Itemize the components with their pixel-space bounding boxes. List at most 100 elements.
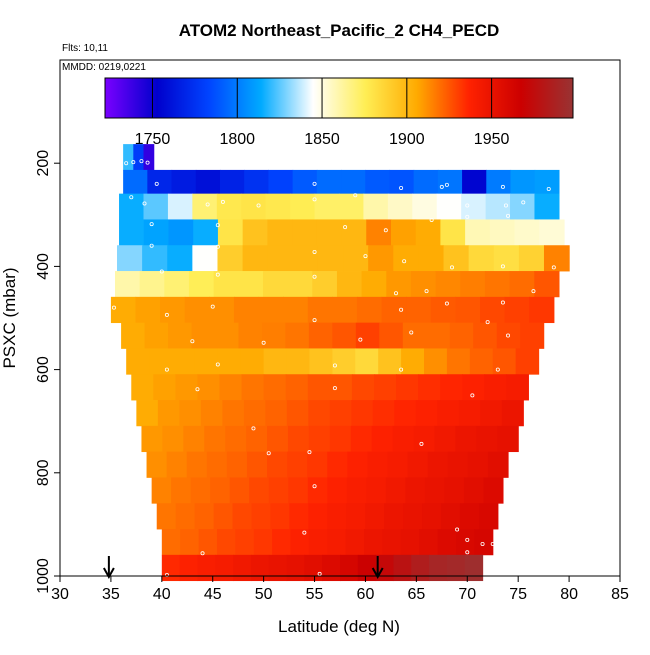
heatmap-cell	[483, 477, 504, 504]
heatmap-cell	[308, 529, 328, 556]
heatmap-cell	[258, 296, 284, 324]
heatmap-cell	[179, 400, 202, 427]
heatmap-cell	[194, 503, 215, 530]
heatmap-cell	[403, 503, 423, 530]
heatmap-cell	[168, 219, 194, 246]
flights-label: Flts: 10,11	[62, 43, 108, 54]
heatmap-cell	[156, 503, 177, 530]
sample-point	[363, 254, 368, 259]
heatmap-cell	[361, 271, 387, 298]
heatmap-cell	[435, 271, 461, 298]
sample-point	[200, 551, 205, 556]
heatmap-cell	[444, 477, 465, 504]
heatmap-cell	[464, 554, 484, 582]
heatmap-cell	[539, 219, 565, 246]
sample-point	[111, 305, 116, 310]
heatmap-cell	[336, 271, 363, 298]
x-tick-label: 45	[204, 586, 222, 603]
heatmap-cell	[242, 219, 268, 246]
heatmap-cell	[351, 374, 375, 401]
heatmap-cell	[149, 348, 173, 375]
heatmap-cell	[188, 271, 215, 298]
heatmap-cell	[434, 425, 456, 453]
sample-point	[465, 550, 470, 555]
heatmap-cell	[332, 348, 356, 375]
heatmap-cell	[455, 425, 477, 453]
colorbar-tick-label: 1950	[474, 131, 510, 148]
heatmap-cell	[373, 374, 397, 401]
heatmap-cell	[322, 554, 341, 582]
heatmap-cell	[346, 477, 367, 504]
heatmap-cell	[443, 245, 470, 272]
heatmap-cell	[191, 322, 216, 349]
sample-point	[190, 339, 195, 344]
sample-point	[307, 450, 312, 455]
heatmap-cell	[143, 219, 170, 246]
heatmap-cell	[308, 503, 328, 530]
heatmap-cell	[235, 529, 255, 556]
heatmap-cell	[529, 296, 555, 324]
heatmap-cell	[384, 503, 404, 530]
heatmap-cell	[390, 219, 417, 246]
heatmap-cell	[126, 348, 150, 375]
heatmap-cell	[133, 144, 145, 171]
sample-point	[220, 199, 225, 204]
heatmap-cell	[307, 477, 328, 504]
heatmap-cell	[489, 219, 516, 246]
heatmap-cell	[363, 193, 389, 220]
heatmap-cell	[263, 374, 287, 401]
sample-point	[546, 186, 551, 191]
sample-points	[111, 159, 556, 577]
heatmap-cell	[327, 503, 347, 530]
heatmap-cell	[510, 169, 536, 197]
dates-label: MMDD: 0219,0221	[62, 62, 146, 73]
sample-point	[164, 367, 169, 372]
heatmap-cell	[382, 529, 402, 556]
heatmap-cell	[184, 296, 210, 324]
heatmap-cell	[436, 193, 462, 220]
sample-point	[383, 228, 388, 233]
heatmap-cell	[232, 503, 253, 530]
sample-point	[145, 160, 150, 165]
heatmap-cell	[217, 348, 242, 375]
sample-point	[312, 318, 317, 323]
heatmap-cell	[290, 529, 310, 556]
heatmap-cell	[329, 374, 353, 401]
heatmap-cell	[497, 425, 519, 453]
heatmap-cell	[215, 554, 234, 582]
heatmap-cell	[430, 296, 456, 324]
heatmap-cell	[222, 400, 245, 427]
heatmap-cell	[233, 296, 260, 324]
heatmap-cell	[460, 271, 486, 298]
heatmap-cell	[243, 400, 266, 427]
heatmap-cell	[317, 245, 344, 272]
sample-point	[139, 159, 144, 164]
heatmap-cell	[287, 271, 313, 298]
sample-point	[455, 527, 460, 532]
heatmap-cell	[327, 451, 348, 478]
heatmap-cell	[206, 451, 228, 478]
sample-point	[419, 441, 424, 446]
heatmap-cell	[219, 374, 243, 401]
heatmap-cell	[462, 169, 487, 197]
heatmap-cell	[413, 425, 436, 453]
heatmap-cell	[160, 296, 186, 324]
heatmap-cell	[263, 348, 288, 375]
heatmap-cell	[194, 348, 219, 375]
heatmap-cell	[312, 271, 338, 298]
heatmap-cell	[179, 554, 199, 582]
heatmap-cell	[366, 477, 387, 504]
heatmap-cell	[241, 374, 265, 401]
sample-point	[399, 185, 404, 190]
heatmap-cell	[543, 245, 570, 272]
heatmap-cell	[285, 374, 309, 401]
sample-point	[312, 197, 317, 202]
heatmap-cell	[385, 477, 406, 504]
heatmap-cell	[364, 529, 384, 556]
heatmap-cell	[304, 554, 323, 582]
sample-point	[449, 265, 454, 270]
arrow-head	[371, 567, 384, 580]
heatmap-cell	[418, 245, 445, 272]
sample-point	[500, 264, 505, 269]
